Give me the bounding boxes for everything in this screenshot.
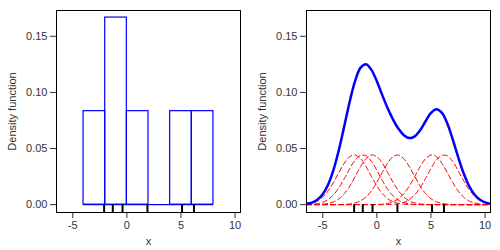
svg-text:0: 0 <box>374 219 380 231</box>
svg-text:10: 10 <box>479 219 491 231</box>
svg-text:-5: -5 <box>318 219 328 231</box>
svg-text:0.00: 0.00 <box>276 198 297 210</box>
svg-text:0.15: 0.15 <box>276 30 297 42</box>
svg-text:0.15: 0.15 <box>26 30 47 42</box>
svg-text:x: x <box>146 235 152 247</box>
svg-text:Density function: Density function <box>6 72 18 150</box>
svg-text:0.10: 0.10 <box>276 86 297 98</box>
svg-text:0.05: 0.05 <box>276 142 297 154</box>
svg-text:0: 0 <box>124 219 130 231</box>
svg-text:5: 5 <box>428 219 434 231</box>
svg-text:0.05: 0.05 <box>26 142 47 154</box>
svg-text:0.00: 0.00 <box>26 198 47 210</box>
svg-text:x: x <box>396 235 402 247</box>
svg-text:5: 5 <box>178 219 184 231</box>
svg-text:-5: -5 <box>68 219 78 231</box>
svg-text:10: 10 <box>229 219 241 231</box>
svg-text:0.10: 0.10 <box>26 86 47 98</box>
svg-text:Density function: Density function <box>256 72 268 150</box>
